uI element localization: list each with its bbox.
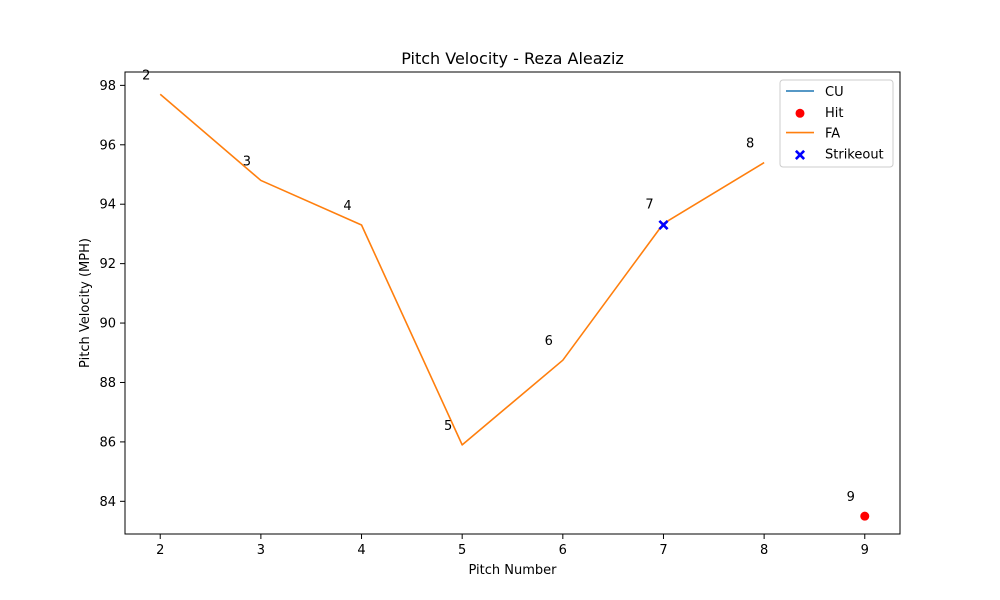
axes-frame <box>124 71 901 535</box>
y-tick-label: 96 <box>99 138 116 153</box>
point-label: 6 <box>545 334 553 349</box>
legend: CU Hit FA Strikeout <box>779 79 894 168</box>
y-axis-label: Pitch Velocity (MPH) <box>78 238 93 368</box>
x-tick-label: 6 <box>559 543 567 558</box>
legend-box <box>779 79 894 168</box>
legend-label-cu: CU <box>825 85 844 100</box>
point-label: 5 <box>444 419 452 434</box>
point-label: 2 <box>142 68 150 83</box>
y-tick-label: 92 <box>99 257 116 272</box>
y-tick-label: 84 <box>99 495 116 510</box>
legend-label-fa: FA <box>825 127 840 142</box>
y-tick-label: 86 <box>99 435 116 450</box>
y-tick-label: 94 <box>99 198 116 213</box>
x-tick-label: 7 <box>659 543 667 558</box>
y-tick-label: 88 <box>99 376 116 391</box>
x-tick-label: 3 <box>257 543 265 558</box>
legend-handle-hit <box>795 108 805 118</box>
point-label: 9 <box>847 490 855 505</box>
marker-hit <box>860 511 870 521</box>
x-tick-label: 9 <box>861 543 869 558</box>
plot-area: 2 3 4 5 6 7 8 9 84 86 88 90 92 94 96 98 2 3 4 5 6 7 8 9 <box>99 68 901 558</box>
point-label: 3 <box>243 154 251 169</box>
point-label: 8 <box>746 137 754 152</box>
chart-title: Pitch Velocity - Reza Aleaziz <box>401 49 624 68</box>
x-tick-label: 4 <box>357 543 365 558</box>
point-label: 4 <box>343 199 351 214</box>
x-tick-label: 5 <box>458 543 466 558</box>
x-tick-label: 2 <box>156 543 164 558</box>
y-tick-label: 90 <box>99 317 116 332</box>
x-axis-label: Pitch Number <box>468 563 557 578</box>
legend-handle-strikeout <box>794 149 806 160</box>
y-tick-label: 98 <box>99 79 116 94</box>
marker-strikeout <box>658 219 669 231</box>
legend-label-strikeout: Strikeout <box>825 147 884 162</box>
x-tick-label: 8 <box>760 543 768 558</box>
legend-label-hit: Hit <box>825 106 843 121</box>
point-label: 7 <box>645 198 653 213</box>
